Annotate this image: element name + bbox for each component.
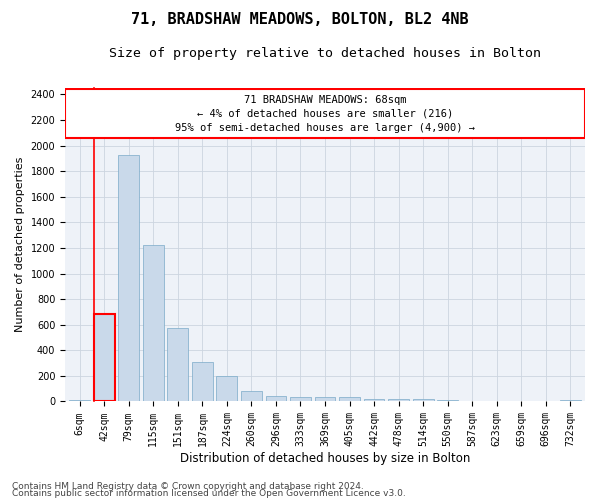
Bar: [364, 398, 385, 402]
Bar: [266, 396, 286, 402]
Bar: [437, 400, 458, 402]
Bar: [560, 400, 581, 402]
Bar: [217, 376, 238, 402]
Bar: [241, 391, 262, 402]
FancyBboxPatch shape: [65, 90, 585, 138]
Bar: [339, 398, 360, 402]
X-axis label: Distribution of detached houses by size in Bolton: Distribution of detached houses by size …: [180, 452, 470, 465]
Bar: [462, 401, 482, 402]
Bar: [192, 362, 213, 402]
Bar: [143, 246, 164, 402]
Bar: [314, 397, 335, 402]
Bar: [413, 399, 434, 402]
Bar: [290, 396, 311, 402]
Bar: [94, 314, 115, 402]
Bar: [167, 328, 188, 402]
Bar: [118, 154, 139, 402]
Title: Size of property relative to detached houses in Bolton: Size of property relative to detached ho…: [109, 48, 541, 60]
Bar: [70, 400, 90, 402]
Text: 71, BRADSHAW MEADOWS, BOLTON, BL2 4NB: 71, BRADSHAW MEADOWS, BOLTON, BL2 4NB: [131, 12, 469, 28]
Text: Contains public sector information licensed under the Open Government Licence v3: Contains public sector information licen…: [12, 488, 406, 498]
Text: Contains HM Land Registry data © Crown copyright and database right 2024.: Contains HM Land Registry data © Crown c…: [12, 482, 364, 491]
Text: 71 BRADSHAW MEADOWS: 68sqm
← 4% of detached houses are smaller (216)
95% of semi: 71 BRADSHAW MEADOWS: 68sqm ← 4% of detac…: [175, 94, 475, 132]
Y-axis label: Number of detached properties: Number of detached properties: [15, 157, 25, 332]
Bar: [388, 399, 409, 402]
